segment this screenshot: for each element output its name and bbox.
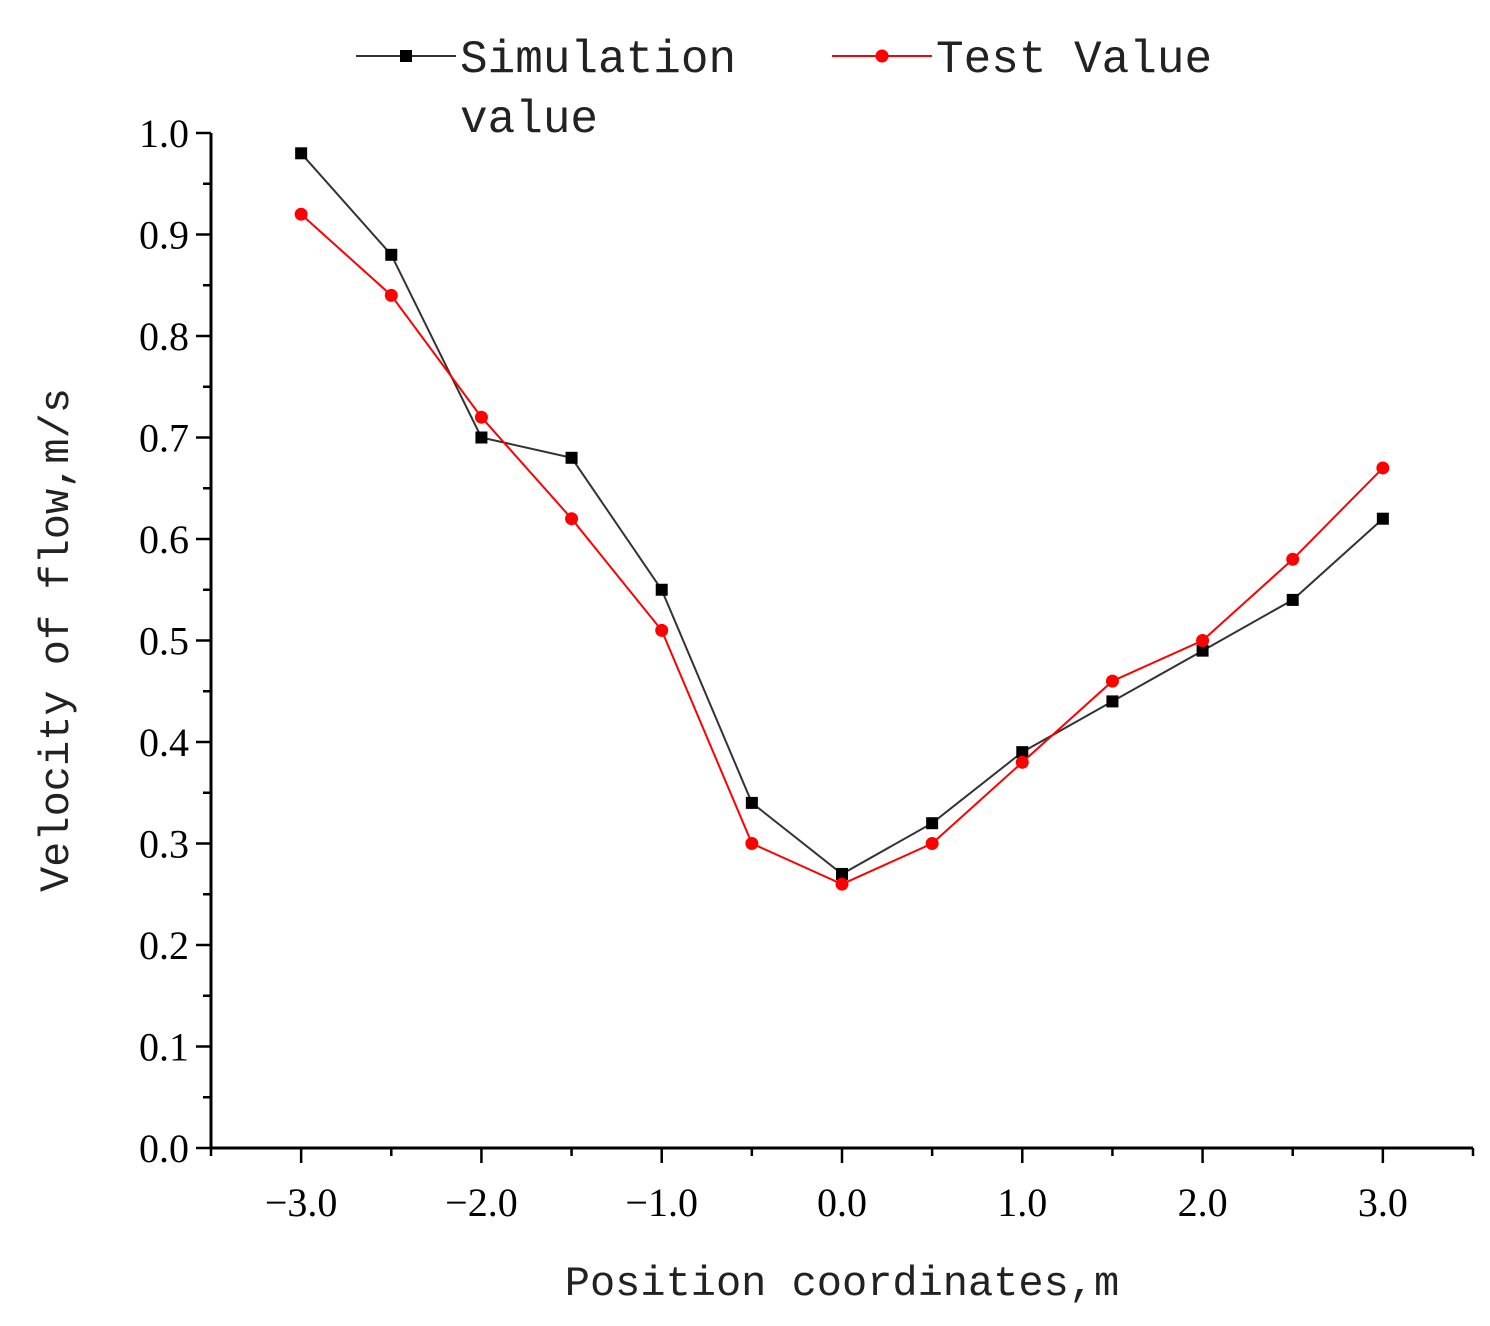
legend-label: value (460, 94, 598, 146)
data-point (1286, 552, 1300, 566)
data-point (1016, 746, 1029, 759)
y-tick-label: 0.1 (139, 1025, 189, 1070)
y-tick-label: 0.4 (139, 720, 189, 765)
data-point (294, 207, 308, 221)
data-point (835, 877, 849, 891)
legend-item-test-value: Test Value (832, 34, 1212, 86)
data-point (1286, 593, 1299, 606)
y-axis-ticks: 0.0 0.1 0.2 0.3 0.4 0.5 0.6 0.7 0.8 0.9 1.0 (139, 111, 211, 1171)
y-tick-label: 0.6 (139, 517, 189, 562)
series-layer (294, 147, 1390, 891)
x-tick-label: −2.0 (445, 1180, 518, 1225)
y-tick-label: 0.7 (139, 416, 189, 461)
x-tick-label: −3.0 (265, 1180, 338, 1225)
x-tick-label: 1.0 (997, 1180, 1047, 1225)
x-tick-label: −1.0 (625, 1180, 698, 1225)
legend-label: Test Value (936, 34, 1212, 86)
data-point (1015, 755, 1029, 769)
y-tick-label: 0.8 (139, 314, 189, 359)
data-point (1196, 644, 1209, 657)
y-tick-label: 0.3 (139, 822, 189, 867)
y-tick-label: 0.2 (139, 923, 189, 968)
series-test-value (294, 207, 1390, 891)
series-line (300, 213, 1384, 886)
legend-label: Simulation (460, 34, 736, 86)
legend: Simulation value Test Value (356, 34, 1212, 146)
data-point (836, 867, 848, 880)
data-point (474, 410, 488, 424)
data-point (1196, 634, 1210, 647)
data-point (385, 248, 398, 261)
plot-axes (209, 133, 1473, 1150)
data-point (1376, 512, 1389, 525)
data-point (295, 147, 308, 160)
data-point (926, 817, 939, 830)
y-tick-label: 1.0 (139, 111, 189, 156)
y-tick-label: 0.0 (139, 1126, 189, 1171)
legend-item-simulation-value: Simulation value (356, 34, 736, 146)
data-point (1106, 695, 1119, 708)
y-axis-label: Velocity of flow,m/s (33, 388, 81, 892)
data-point (1105, 674, 1119, 688)
x-axis-ticks: −3.0 −2.0 −1.0 0.0 1.0 2.0 3.0 (209, 1148, 1475, 1225)
data-point (655, 583, 668, 596)
data-point (475, 431, 488, 444)
y-tick-label: 0.9 (139, 213, 189, 258)
data-point (655, 623, 669, 637)
data-point (745, 837, 759, 850)
x-axis-label: Position coordinates,m (565, 1260, 1120, 1308)
legend-marker (400, 50, 412, 62)
legend-marker (875, 49, 889, 63)
x-tick-label: 0.0 (817, 1180, 867, 1225)
data-point (1376, 461, 1390, 475)
data-point (565, 512, 579, 526)
series-line (300, 152, 1384, 876)
data-point (384, 288, 398, 302)
data-point (925, 837, 939, 850)
x-tick-label: 3.0 (1358, 1180, 1408, 1225)
data-point (745, 796, 758, 809)
series-simulation-value (295, 147, 1389, 880)
x-tick-label: 2.0 (1178, 1180, 1228, 1225)
y-tick-label: 0.5 (139, 619, 189, 664)
data-point (565, 451, 578, 464)
